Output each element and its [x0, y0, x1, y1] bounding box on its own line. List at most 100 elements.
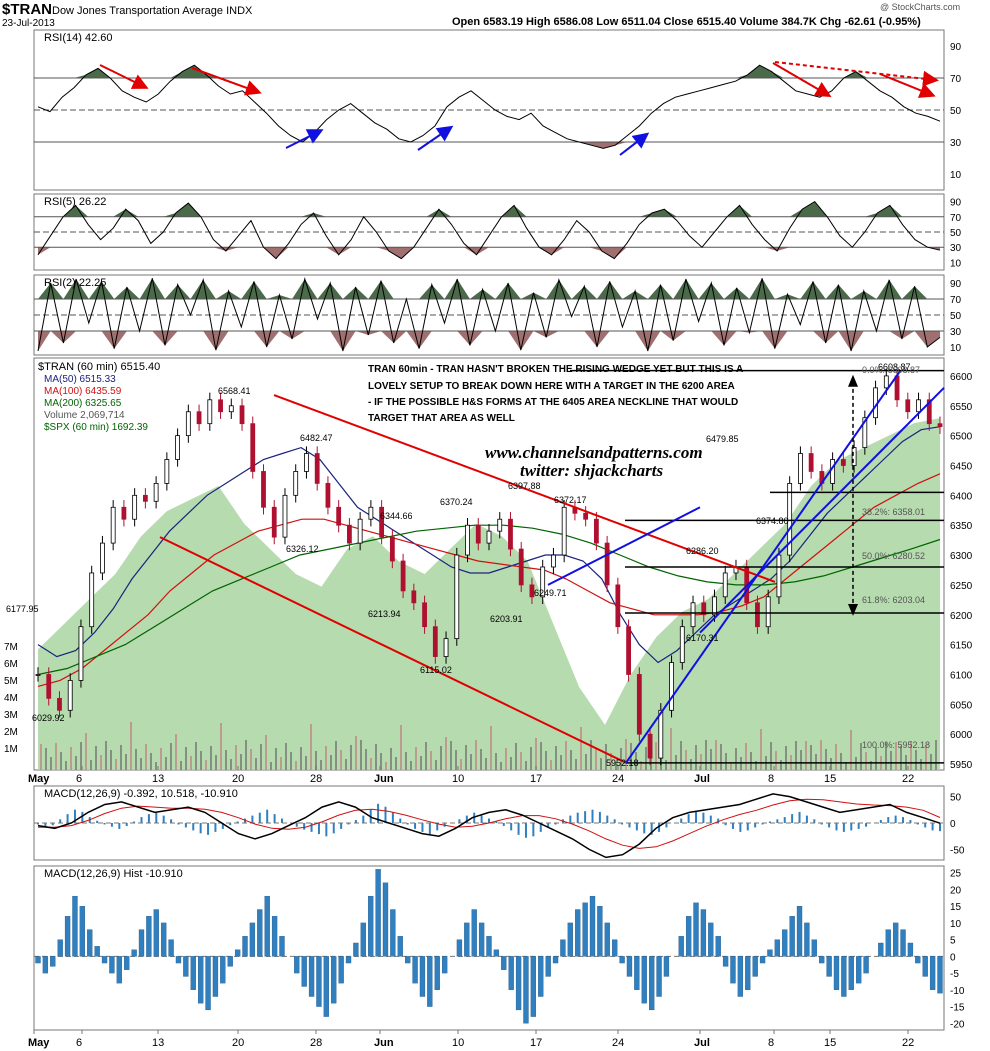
rsi2-tick-label: 50 — [950, 311, 962, 322]
x-label-bottom: 10 — [452, 1037, 464, 1049]
price-label: 5952.18 — [606, 758, 639, 768]
price-candle — [379, 506, 385, 538]
hist-bar — [604, 922, 610, 957]
price-candle — [658, 709, 664, 759]
volume-bar — [625, 739, 627, 770]
quote-line: Open 6583.19 High 6586.08 Low 6511.04 Cl… — [452, 16, 921, 28]
volume-bar — [520, 752, 522, 770]
hist-bar — [545, 956, 551, 977]
price-tick-label: 6350 — [950, 521, 973, 532]
hist-bar — [841, 956, 847, 997]
volume-bar — [750, 752, 752, 770]
volume-bar — [645, 747, 647, 770]
volume-bar — [85, 733, 87, 770]
volume-bar — [385, 762, 387, 770]
macd-panel: -50 0 50 MACD(12,26,9) -0.392, 10.518, -10.… — [33, 785, 965, 861]
volume-bar — [240, 754, 242, 770]
hist-bar — [878, 942, 884, 957]
price-candle — [926, 399, 932, 425]
hist-bar — [649, 956, 655, 1011]
volume-bar — [760, 729, 762, 770]
x-label-top: 28 — [310, 773, 322, 785]
hist-bar — [722, 956, 729, 967]
volume-bar — [850, 730, 852, 770]
hist-bar — [338, 956, 344, 984]
volume-bar — [100, 755, 102, 770]
rsi5-tick-label: 30 — [950, 243, 962, 254]
volume-bar — [500, 762, 502, 770]
price-candle — [722, 572, 728, 598]
price-candle — [765, 596, 771, 628]
volume-bar — [870, 761, 872, 770]
blue-wedge-bottom — [699, 387, 945, 634]
rsi2-tick-label: 90 — [950, 279, 962, 290]
rsi14-panel: 10 30 50 70 90 RSI(14) 42.60 — [33, 29, 962, 191]
rsi2-overbought-fill — [38, 278, 940, 299]
x-label-bottom: 6 — [76, 1037, 82, 1049]
x-label-top: 24 — [612, 773, 624, 785]
price-candle — [121, 506, 127, 520]
price-candle — [583, 512, 589, 520]
hist-bar — [833, 956, 840, 990]
hist-bar — [575, 909, 581, 957]
volume-bar — [145, 744, 147, 770]
hist-bar — [767, 949, 773, 957]
spx-area — [38, 418, 940, 770]
price-legend-item: MA(100) 6435.59 — [44, 386, 122, 397]
volume-bar — [135, 749, 137, 770]
volume-bar — [150, 753, 152, 770]
price-candle — [830, 459, 836, 484]
hist-bar — [101, 956, 108, 964]
hist-bar — [552, 956, 559, 964]
volume-bar — [490, 726, 492, 770]
volume-bar — [885, 742, 887, 770]
hist-bar — [412, 956, 418, 984]
fib-label: 100.0%: 5952.18 — [862, 740, 930, 750]
volume-bar — [525, 761, 527, 770]
rsi2-line — [37, 277, 941, 352]
hist-bar — [109, 956, 115, 974]
volume-bar — [910, 741, 912, 770]
hist-bar — [493, 949, 500, 957]
red-channel-top — [273, 394, 776, 583]
hist-bar — [271, 916, 278, 957]
volume-bar — [515, 743, 517, 770]
blue-wedge-top — [625, 370, 901, 764]
price-label: 6344.66 — [380, 511, 413, 521]
price-x-axis: May 6 13 20 28 Jun 10 17 24 Jul 8 15 22 — [28, 766, 914, 785]
volume-bar — [695, 745, 697, 770]
volume-bar — [55, 743, 57, 770]
volume-bar — [435, 760, 437, 770]
hist-bar — [626, 956, 633, 977]
hist-tick-label: 15 — [950, 902, 962, 913]
hist-tick-label: 25 — [950, 869, 962, 880]
x-label-top: Jun — [374, 773, 394, 785]
hist-bar — [471, 909, 477, 957]
rsi2-panel: 10 30 50 70 90 RSI(2) 22.25 — [33, 274, 962, 356]
price-candle — [647, 733, 653, 759]
hist-bar — [301, 956, 307, 987]
hist-bar — [745, 956, 751, 990]
volume-bar — [745, 743, 747, 770]
hist-bar — [50, 956, 56, 967]
price-candle — [57, 697, 62, 711]
price-legend-item: MA(50) 6515.33 — [44, 374, 116, 385]
price-candle — [293, 471, 299, 496]
volume-bar — [530, 747, 532, 770]
hist-bar — [116, 956, 122, 984]
volume-bar — [835, 744, 837, 770]
price-candle — [347, 524, 352, 544]
hist-bar — [641, 956, 647, 1004]
hist-bar — [94, 946, 100, 957]
hist-bar — [316, 956, 322, 1007]
volume-bar — [425, 742, 427, 770]
volume-bar — [560, 755, 562, 770]
price-candle — [400, 560, 406, 592]
volume-bar — [610, 753, 612, 770]
hist-bar — [501, 956, 507, 970]
price-candle — [701, 602, 707, 616]
volume-bar — [370, 758, 372, 770]
hist-bar — [634, 956, 640, 990]
volume-bar — [655, 742, 657, 770]
hist-bar — [249, 922, 256, 957]
